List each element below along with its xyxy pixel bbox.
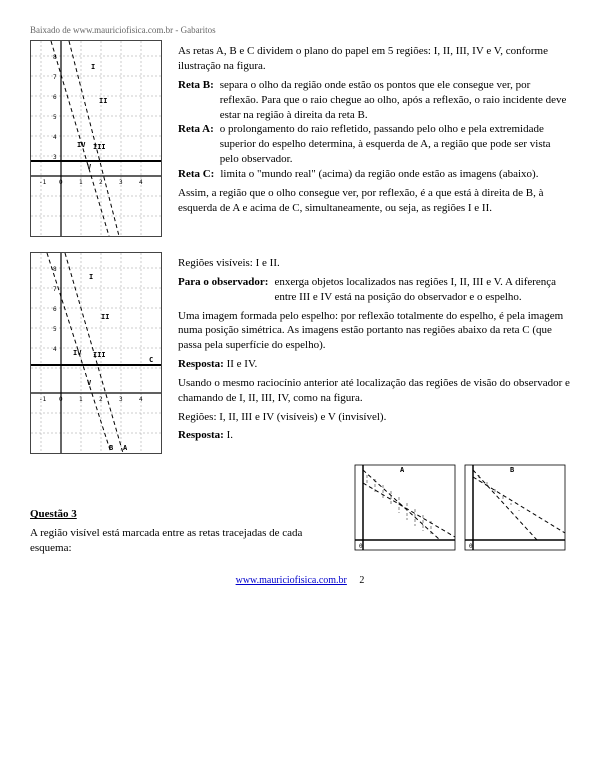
section-2-text: Regiões visíveis: I e II. Para o observa… bbox=[178, 252, 570, 447]
q3-body: A região visível está marcada entre as r… bbox=[30, 526, 334, 556]
svg-text:3: 3 bbox=[119, 179, 123, 186]
s2-nb: Para o observador: enxerga objetos local… bbox=[178, 275, 570, 305]
s2-regs: Regiões: I, II, III e IV (visíveis) e V … bbox=[178, 410, 570, 425]
q3-text: Questão 3 A região visível está marcada … bbox=[30, 501, 334, 560]
svg-text:1: 1 bbox=[79, 179, 83, 186]
svg-text:III: III bbox=[93, 351, 106, 359]
graph-1-wrap: I II III IV V -1 0 1 2 3 4 8 7 6 5 4 3 bbox=[30, 40, 162, 237]
question-3-row: Questão 3 A região visível está marcada … bbox=[30, 460, 570, 560]
svg-text:7: 7 bbox=[53, 74, 57, 81]
svg-text:II: II bbox=[99, 97, 107, 105]
svg-text:8: 8 bbox=[53, 266, 57, 273]
s1-retaC-body: limita o "mundo real" (acima) da região … bbox=[220, 167, 538, 182]
svg-text:4: 4 bbox=[53, 346, 57, 353]
s1-retaA-body: o prolongamento do raio refletido, passa… bbox=[220, 122, 570, 167]
s2-nb-label: Para o observador: bbox=[178, 275, 268, 305]
svg-text:0: 0 bbox=[359, 543, 363, 550]
svg-text:4: 4 bbox=[139, 179, 143, 186]
svg-text:I: I bbox=[89, 273, 93, 281]
svg-text:I: I bbox=[91, 63, 95, 71]
svg-text:IV: IV bbox=[77, 141, 86, 149]
s1-retaC-label: Reta C: bbox=[178, 167, 214, 182]
s1-intro: As retas A, B e C dividem o plano do pap… bbox=[178, 44, 570, 74]
svg-text:0: 0 bbox=[59, 179, 63, 186]
s1-retaA-label: Reta A: bbox=[178, 122, 214, 167]
s1-retaA: Reta A: o prolongamento do raio refletid… bbox=[178, 122, 570, 167]
graph-1: I II III IV V -1 0 1 2 3 4 8 7 6 5 4 3 bbox=[30, 40, 162, 237]
svg-text:II: II bbox=[101, 313, 109, 321]
s2-resp2: Resposta: I. bbox=[178, 428, 570, 443]
svg-text:7: 7 bbox=[53, 286, 57, 293]
s1-retaB: Reta B: separa o olho da região onde est… bbox=[178, 78, 570, 123]
svg-text:5: 5 bbox=[53, 114, 57, 121]
svg-text:4: 4 bbox=[53, 134, 57, 141]
q3-title: Questão 3 bbox=[30, 507, 334, 522]
svg-text:3: 3 bbox=[119, 396, 123, 403]
s2-extra: Usando o mesmo raciocínio anterior até l… bbox=[178, 376, 570, 406]
page-number: 2 bbox=[359, 575, 364, 586]
mini-panel-svg: A 0 bbox=[350, 460, 570, 560]
footer-link[interactable]: www.mauriciofisica.com.br bbox=[236, 575, 347, 586]
svg-text:6: 6 bbox=[53, 94, 57, 101]
s1-retaC: Reta C: limita o "mundo real" (acima) da… bbox=[178, 167, 570, 182]
s1-retaB-body: separa o olho da região onde estão os po… bbox=[220, 78, 570, 123]
source-line: Baixado de www.mauriciofisica.com.br - G… bbox=[30, 24, 570, 36]
graph-2-wrap: C I II III IV V -1 0 1 2 3 4 8 7 6 5 4 A… bbox=[30, 252, 162, 454]
svg-text:8: 8 bbox=[53, 54, 57, 61]
section-1: I II III IV V -1 0 1 2 3 4 8 7 6 5 4 3 A… bbox=[30, 40, 570, 237]
svg-text:-1: -1 bbox=[39, 179, 47, 186]
svg-text:2: 2 bbox=[99, 396, 103, 403]
svg-text:5: 5 bbox=[53, 326, 57, 333]
svg-text:4: 4 bbox=[139, 396, 143, 403]
graph-2: C I II III IV V -1 0 1 2 3 4 8 7 6 5 4 A… bbox=[30, 252, 162, 454]
svg-text:B: B bbox=[510, 466, 514, 474]
section-1-text: As retas A, B e C dividem o plano do pap… bbox=[178, 40, 570, 219]
svg-text:0: 0 bbox=[59, 396, 63, 403]
s1-concl: Assim, a região que o olho consegue ver,… bbox=[178, 186, 570, 216]
s2-intro: Regiões visíveis: I e II. bbox=[178, 256, 570, 271]
s2-nb-body: enxerga objetos localizados nas regiões … bbox=[274, 275, 570, 305]
s1-retaB-label: Reta B: bbox=[178, 78, 214, 123]
svg-text:III: III bbox=[93, 143, 106, 151]
svg-text:B: B bbox=[109, 444, 113, 452]
s2-concl: Uma imagem formada pelo espelho: por ref… bbox=[178, 309, 570, 354]
svg-text:3: 3 bbox=[53, 154, 57, 161]
s2-resp1: Resposta: II e IV. bbox=[178, 357, 570, 372]
svg-text:-1: -1 bbox=[39, 396, 47, 403]
svg-text:0: 0 bbox=[469, 543, 473, 550]
svg-text:IV: IV bbox=[73, 349, 82, 357]
section-2: C I II III IV V -1 0 1 2 3 4 8 7 6 5 4 A… bbox=[30, 252, 570, 454]
page-footer: www.mauriciofisica.com.br 2 bbox=[30, 574, 570, 588]
svg-text:2: 2 bbox=[99, 179, 103, 186]
svg-text:C: C bbox=[149, 356, 153, 364]
svg-text:6: 6 bbox=[53, 306, 57, 313]
svg-text:1: 1 bbox=[79, 396, 83, 403]
mini-diagrams: A 0 bbox=[350, 460, 570, 560]
